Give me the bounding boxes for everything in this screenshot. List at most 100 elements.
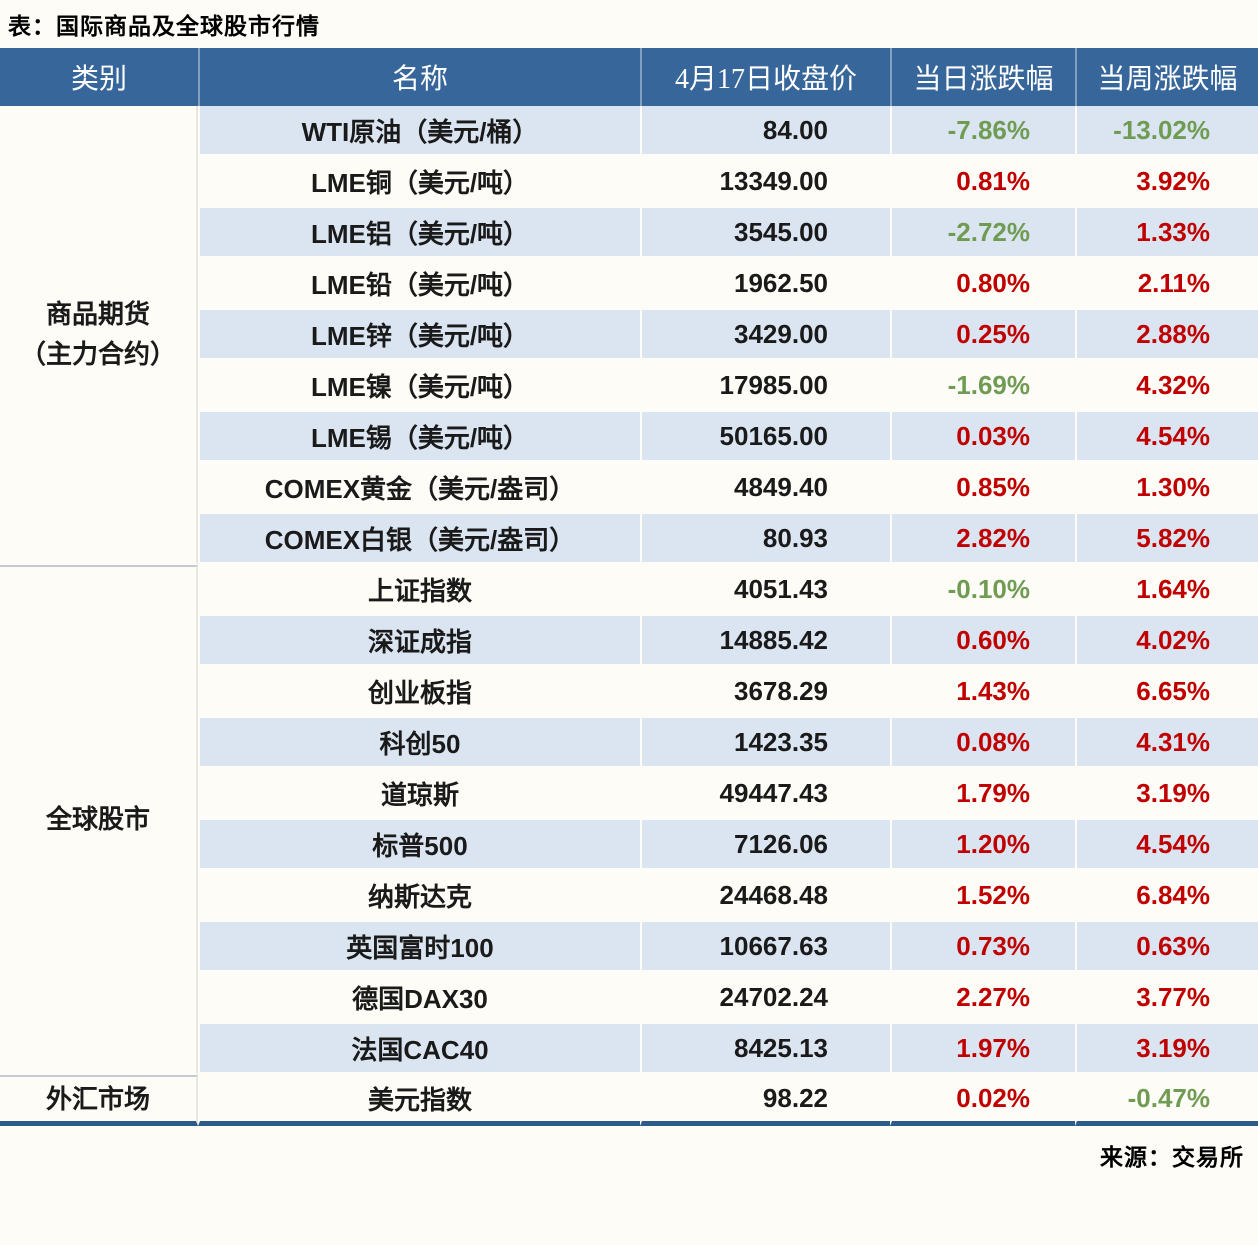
category-cell-global-stocks: 全球股市 xyxy=(0,565,198,1075)
weekly-change-cell: 6.65% xyxy=(1075,667,1258,718)
name-cell: 道琼斯 xyxy=(198,769,640,820)
page-title: 表：国际商品及全球股市行情 xyxy=(8,13,320,39)
close-cell: 8425.13 xyxy=(640,1024,890,1075)
weekly-change-cell: 2.11% xyxy=(1075,259,1258,310)
weekly-change-cell: 2.88% xyxy=(1075,310,1258,361)
name-cell: 法国CAC40 xyxy=(198,1024,640,1075)
daily-change-cell: 2.82% xyxy=(890,514,1075,565)
close-cell: 4849.40 xyxy=(640,463,890,514)
close-cell: 4051.43 xyxy=(640,565,890,616)
name-cell: 标普500 xyxy=(198,820,640,871)
category-cell-forex: 外汇市场 xyxy=(0,1075,198,1126)
daily-change-cell: 0.73% xyxy=(890,922,1075,973)
close-cell: 7126.06 xyxy=(640,820,890,871)
table-row: 法国CAC40 8425.13 1.97% 3.19% xyxy=(0,1024,1258,1075)
table-row: LME铝（美元/吨） 3545.00 -2.72% 1.33% xyxy=(0,208,1258,259)
name-cell: 美元指数 xyxy=(198,1075,640,1126)
table-row: LME铜（美元/吨） 13349.00 0.81% 3.92% xyxy=(0,157,1258,208)
table-row: 道琼斯 49447.43 1.79% 3.19% xyxy=(0,769,1258,820)
close-cell: 1962.50 xyxy=(640,259,890,310)
weekly-change-cell: 1.33% xyxy=(1075,208,1258,259)
name-cell: LME镍（美元/吨） xyxy=(198,361,640,412)
close-cell: 98.22 xyxy=(640,1075,890,1126)
close-cell: 49447.43 xyxy=(640,769,890,820)
name-cell: 英国富时100 xyxy=(198,922,640,973)
close-cell: 14885.42 xyxy=(640,616,890,667)
table-row: 外汇市场 美元指数 98.22 0.02% -0.47% xyxy=(0,1075,1258,1126)
name-cell: LME锌（美元/吨） xyxy=(198,310,640,361)
close-cell: 3545.00 xyxy=(640,208,890,259)
weekly-change-cell: 4.32% xyxy=(1075,361,1258,412)
weekly-change-cell: 6.84% xyxy=(1075,871,1258,922)
source-label: 来源：交易所 xyxy=(1100,1144,1244,1170)
table-row: LME锌（美元/吨） 3429.00 0.25% 2.88% xyxy=(0,310,1258,361)
daily-change-cell: 1.97% xyxy=(890,1024,1075,1075)
name-cell: COMEX黄金（美元/盎司） xyxy=(198,463,640,514)
name-cell: 德国DAX30 xyxy=(198,973,640,1024)
category-cell-commodities: 商品期货 （主力合约） xyxy=(0,106,198,565)
table-row: LME镍（美元/吨） 17985.00 -1.69% 4.32% xyxy=(0,361,1258,412)
daily-change-cell: 1.79% xyxy=(890,769,1075,820)
name-cell: LME铅（美元/吨） xyxy=(198,259,640,310)
name-cell: 纳斯达克 xyxy=(198,871,640,922)
daily-change-cell: -2.72% xyxy=(890,208,1075,259)
close-cell: 1423.35 xyxy=(640,718,890,769)
name-cell: 深证成指 xyxy=(198,616,640,667)
table-row: 科创50 1423.35 0.08% 4.31% xyxy=(0,718,1258,769)
table-row: COMEX白银（美元/盎司） 80.93 2.82% 5.82% xyxy=(0,514,1258,565)
close-cell: 13349.00 xyxy=(640,157,890,208)
table-row: 创业板指 3678.29 1.43% 6.65% xyxy=(0,667,1258,718)
table-row: LME锡（美元/吨） 50165.00 0.03% 4.54% xyxy=(0,412,1258,463)
name-cell: COMEX白银（美元/盎司） xyxy=(198,514,640,565)
name-cell: LME铜（美元/吨） xyxy=(198,157,640,208)
weekly-change-cell: 4.31% xyxy=(1075,718,1258,769)
close-cell: 80.93 xyxy=(640,514,890,565)
close-cell: 24702.24 xyxy=(640,973,890,1024)
weekly-change-cell: 4.02% xyxy=(1075,616,1258,667)
name-cell: LME锡（美元/吨） xyxy=(198,412,640,463)
close-cell: 84.00 xyxy=(640,106,890,157)
name-cell: 创业板指 xyxy=(198,667,640,718)
table-row: 深证成指 14885.42 0.60% 4.02% xyxy=(0,616,1258,667)
weekly-change-cell: 1.64% xyxy=(1075,565,1258,616)
weekly-change-cell: -13.02% xyxy=(1075,106,1258,157)
close-cell: 17985.00 xyxy=(640,361,890,412)
header-row: 类别 名称 4月17日收盘价 当日涨跌幅 当周涨跌幅 xyxy=(0,48,1258,106)
daily-change-cell: 0.25% xyxy=(890,310,1075,361)
daily-change-cell: 1.20% xyxy=(890,820,1075,871)
column-header-category: 类别 xyxy=(0,48,198,106)
table-row: 德国DAX30 24702.24 2.27% 3.77% xyxy=(0,973,1258,1024)
name-cell: 上证指数 xyxy=(198,565,640,616)
weekly-change-cell: 3.19% xyxy=(1075,1024,1258,1075)
daily-change-cell: 0.81% xyxy=(890,157,1075,208)
close-cell: 24468.48 xyxy=(640,871,890,922)
weekly-change-cell: 3.19% xyxy=(1075,769,1258,820)
market-table: 类别 名称 4月17日收盘价 当日涨跌幅 当周涨跌幅 商品期货 （主力合约） W… xyxy=(0,48,1258,1126)
column-header-close: 4月17日收盘价 xyxy=(640,48,890,106)
daily-change-cell: -0.10% xyxy=(890,565,1075,616)
close-cell: 3429.00 xyxy=(640,310,890,361)
table-row: 商品期货 （主力合约） WTI原油（美元/桶） 84.00 -7.86% -13… xyxy=(0,106,1258,565)
table-row: COMEX黄金（美元/盎司） 4849.40 0.85% 1.30% xyxy=(0,463,1258,514)
daily-change-cell: 0.60% xyxy=(890,616,1075,667)
daily-change-cell: 0.03% xyxy=(890,412,1075,463)
daily-change-cell: 2.27% xyxy=(890,973,1075,1024)
daily-change-cell: 0.08% xyxy=(890,718,1075,769)
daily-change-cell: 0.80% xyxy=(890,259,1075,310)
column-header-daily-change: 当日涨跌幅 xyxy=(890,48,1075,106)
weekly-change-cell: 1.30% xyxy=(1075,463,1258,514)
close-cell: 50165.00 xyxy=(640,412,890,463)
weekly-change-cell: 0.63% xyxy=(1075,922,1258,973)
name-cell: LME铝（美元/吨） xyxy=(198,208,640,259)
daily-change-cell: -7.86% xyxy=(890,106,1075,157)
close-cell: 3678.29 xyxy=(640,667,890,718)
name-cell: WTI原油（美元/桶） xyxy=(198,106,640,157)
weekly-change-cell: 4.54% xyxy=(1075,820,1258,871)
daily-change-cell: 1.43% xyxy=(890,667,1075,718)
daily-change-cell: 0.85% xyxy=(890,463,1075,514)
daily-change-cell: 1.52% xyxy=(890,871,1075,922)
name-cell: 科创50 xyxy=(198,718,640,769)
table-row: 全球股市 上证指数 4051.43 -0.10% 1.64% xyxy=(0,565,1258,1075)
weekly-change-cell: 5.82% xyxy=(1075,514,1258,565)
table-row: 纳斯达克 24468.48 1.52% 6.84% xyxy=(0,871,1258,922)
